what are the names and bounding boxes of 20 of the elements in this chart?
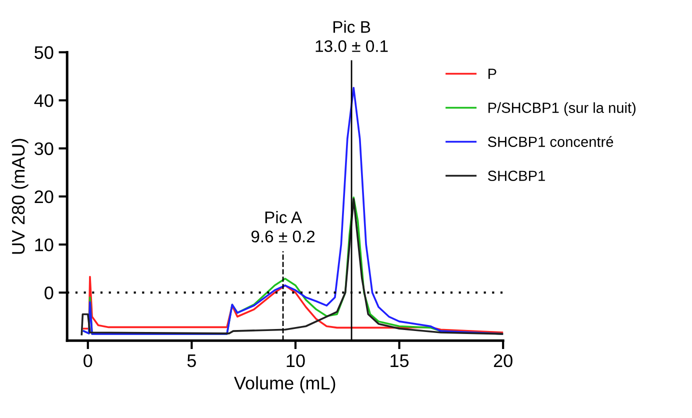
x-axis-title: Volume (mL) (234, 376, 336, 394)
y-tick-label: 30 (34, 142, 54, 156)
y-tick-label: 40 (34, 94, 54, 108)
ref-line-label: Pic A 9.6 ± 0.2 (251, 211, 315, 242)
y-tick-label: 50 (34, 46, 54, 59)
legend-label: SHCBP1 concentré (488, 136, 614, 147)
y-tick-label: 10 (35, 238, 54, 252)
x-tick-label: 0 (84, 354, 92, 368)
line-series (82, 276, 504, 334)
y-tick-label: 20 (34, 190, 54, 204)
x-tick-label: 20 (494, 354, 512, 368)
legend-label: SHCBP1 (488, 170, 545, 182)
legend-label: P/SHCBP1 (sur la nuit) (488, 102, 636, 116)
y-tick-label: 0 (44, 286, 54, 300)
y-axis-title: UV 280 (mAU) (11, 138, 28, 254)
ref-line-label: Pic B 13.0 ± 0.1 (316, 20, 388, 52)
x-tick-label: 10 (286, 354, 305, 368)
x-tick-label: 5 (187, 354, 196, 368)
x-tick-label: 15 (390, 354, 409, 368)
legend-label: P (488, 68, 496, 79)
